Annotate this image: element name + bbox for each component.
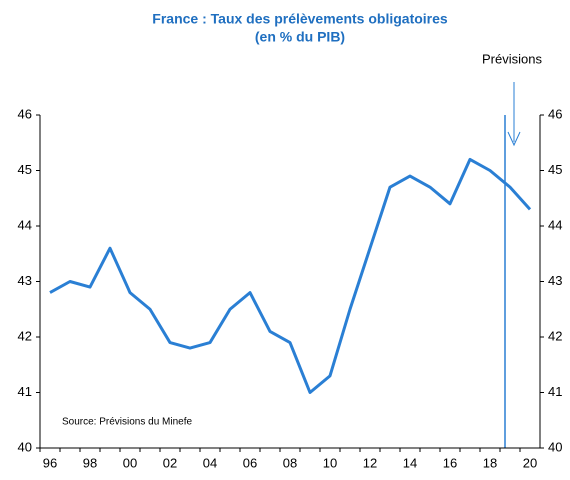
- y-tick-label: 44: [18, 217, 32, 232]
- x-tick-label: 18: [483, 455, 497, 470]
- y-tick-label: 42: [18, 328, 32, 343]
- y-tick-label: 41: [18, 384, 32, 399]
- x-tick-label: 08: [283, 455, 297, 470]
- x-tick-label: 04: [203, 455, 217, 470]
- x-tick-label: 00: [123, 455, 137, 470]
- x-tick-label: 14: [403, 455, 417, 470]
- forecast-arrowhead: [507, 131, 521, 147]
- y-tick-label: 43: [18, 273, 32, 288]
- y-tick-label: 40: [18, 439, 32, 454]
- chart-subtitle: (en % du PIB): [255, 29, 345, 45]
- y2-tick-label: 43: [548, 273, 562, 288]
- x-tick-label: 20: [523, 455, 537, 470]
- source: Source: Prévisions du Minefe: [62, 417, 193, 428]
- y2-tick-label: 42: [548, 328, 562, 343]
- y-tick-label: 46: [18, 106, 32, 121]
- data-line: [49, 157, 532, 394]
- y2-tick-label: 46: [548, 106, 562, 121]
- x-tick-label: 10: [323, 455, 337, 470]
- y2-tick-label: 45: [548, 162, 562, 177]
- y2-tick-label: 40: [548, 439, 562, 454]
- x-tick-label: 96: [43, 455, 57, 470]
- y-tick-label: 45: [18, 162, 32, 177]
- y2-tick-label: 41: [548, 384, 562, 399]
- x-tick-label: 02: [163, 455, 177, 470]
- x-tick-label: 12: [363, 455, 377, 470]
- y2-tick-label: 44: [548, 217, 562, 232]
- annotation: Prévisions: [482, 51, 542, 66]
- x-tick-label: 06: [243, 455, 257, 470]
- x-tick-label: 98: [83, 455, 97, 470]
- chart-title: France : Taux des prélèvements obligatoi…: [152, 11, 448, 27]
- x-tick-label: 16: [443, 455, 457, 470]
